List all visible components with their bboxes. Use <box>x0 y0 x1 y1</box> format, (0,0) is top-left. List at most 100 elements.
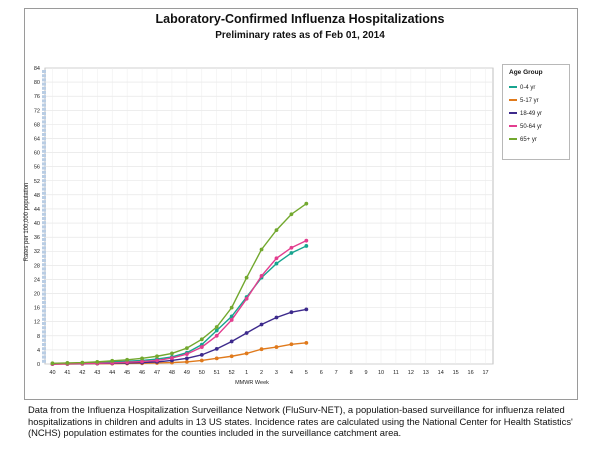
series-point <box>259 247 264 252</box>
series-point <box>140 359 144 364</box>
series-point <box>244 296 249 301</box>
y-tick-label: 12 <box>34 320 40 326</box>
x-tick-label: 11 <box>393 370 399 376</box>
x-tick-label: 47 <box>154 370 160 376</box>
y-tick-label: 56 <box>34 165 40 171</box>
marker-tick <box>42 212 46 216</box>
marker-tick <box>42 229 46 233</box>
marker-tick <box>42 284 46 288</box>
series-point <box>244 351 249 356</box>
series-point <box>229 305 234 310</box>
marker-tick <box>42 179 46 183</box>
series-point <box>214 346 219 351</box>
x-tick-label: 45 <box>124 370 130 376</box>
y-tick-label: 68 <box>34 122 40 128</box>
y-tick-label: 52 <box>34 179 40 185</box>
series-line-4 <box>52 203 307 364</box>
legend: Age Group 0-4 yr 5-17 yr 18-49 yr 50-64 … <box>502 64 570 160</box>
marker-tick <box>42 170 46 174</box>
series-point <box>140 356 144 361</box>
y-tick-label: 84 <box>34 66 40 72</box>
series-point <box>259 347 264 352</box>
grid <box>44 67 494 365</box>
x-axis-label: MMWR Week <box>235 380 269 386</box>
series-point <box>214 356 219 361</box>
x-tick-label: 40 <box>49 370 55 376</box>
marker-tick <box>42 301 46 304</box>
marker-tick <box>42 355 46 359</box>
series-point <box>214 328 219 333</box>
marker-tick <box>42 267 46 271</box>
marker-tick <box>42 309 46 313</box>
marker-tick <box>42 175 46 178</box>
y-axis-label: Rates per 100,000 population <box>24 183 30 262</box>
marker-tick <box>42 120 46 124</box>
series-point <box>259 274 264 278</box>
marker-tick <box>42 70 46 73</box>
marker-tick <box>42 338 46 342</box>
marker-tick <box>42 254 46 258</box>
marker-tick <box>42 91 46 94</box>
x-tick-label: 4 <box>290 370 293 376</box>
legend-swatch <box>509 112 517 115</box>
marker-tick <box>42 158 46 162</box>
y-tick-label: 8 <box>37 334 40 340</box>
series-point <box>274 256 279 261</box>
x-tick-label: 6 <box>320 370 323 376</box>
marker-tick <box>42 246 46 250</box>
marker-tick <box>42 238 46 241</box>
marker-tick <box>42 263 46 267</box>
series-point <box>244 275 249 280</box>
marker-tick <box>42 145 46 149</box>
series-point <box>304 340 309 345</box>
marker-tick <box>42 162 46 166</box>
x-tick-label: 48 <box>169 370 175 376</box>
series-point <box>304 244 309 248</box>
marker-tick <box>42 305 46 309</box>
chart-svg: 0481216202428323640444852566064687276808… <box>24 66 494 386</box>
x-tick-label: 51 <box>214 370 220 376</box>
x-tick-label: 44 <box>109 370 115 376</box>
legend-item-5-17: 5-17 yr <box>509 98 539 104</box>
series-point <box>274 228 279 232</box>
y-tick-label: 64 <box>34 136 40 142</box>
legend-label: 18-49 yr <box>520 111 543 117</box>
x-tick-label: 16 <box>468 370 474 376</box>
series-point <box>289 212 294 217</box>
marker-tick <box>42 82 46 86</box>
marker-tick <box>42 128 46 132</box>
x-tick-label: 14 <box>438 370 444 376</box>
series-point <box>170 356 174 360</box>
marker-tick <box>42 112 46 115</box>
series-point <box>110 358 115 363</box>
chart-subtitle: Preliminary rates as of Feb 01, 2014 <box>215 30 385 41</box>
marker-tick <box>42 124 46 128</box>
marker-tick <box>42 275 46 279</box>
series-point <box>65 361 70 365</box>
x-tick-label: 2 <box>260 370 263 376</box>
legend-swatch <box>509 99 517 102</box>
series-point <box>199 337 204 342</box>
series-point <box>304 201 309 206</box>
legend-label: 5-17 yr <box>520 98 539 104</box>
series-point <box>184 359 189 364</box>
series-point <box>199 352 204 357</box>
y-tick-label: 4 <box>37 348 40 354</box>
legend-swatch <box>509 125 517 128</box>
x-tick-label: 17 <box>482 370 488 376</box>
marker-tick <box>42 107 46 111</box>
legend-label: 65+ yr <box>520 137 537 143</box>
x-tick-label: 42 <box>79 370 85 376</box>
marker-tick <box>42 196 46 199</box>
y-tick-label: 40 <box>34 221 40 227</box>
legend-item-65plus: 65+ yr <box>509 137 537 143</box>
y-tick-label: 76 <box>34 94 40 100</box>
y-tick-label: 80 <box>34 80 40 86</box>
x-tick-label: 52 <box>229 370 235 376</box>
series-point <box>289 310 294 315</box>
x-tick-label: 41 <box>64 370 70 376</box>
marker-tick <box>42 288 46 292</box>
series-point <box>274 345 279 349</box>
marker-tick <box>42 271 46 275</box>
series-point <box>274 261 279 266</box>
